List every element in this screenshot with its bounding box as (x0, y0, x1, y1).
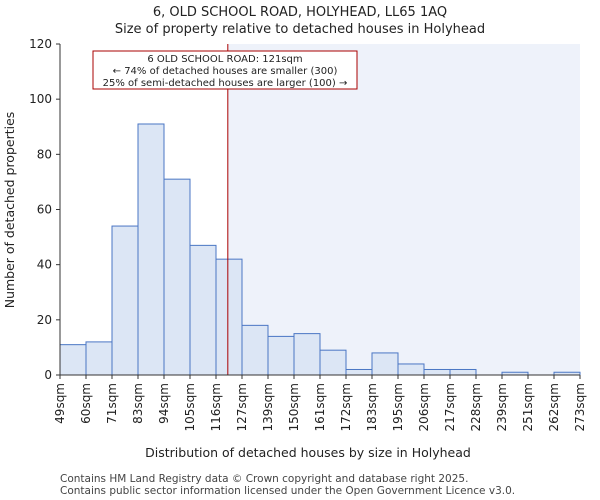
bar-217sqm (449, 368, 477, 376)
annotation-line-2: ← 74% of detached houses are smaller (30… (113, 66, 338, 77)
x-tick-label: 217sqm (443, 383, 457, 431)
bar-150sqm (293, 333, 321, 376)
bar-49sqm (59, 344, 87, 376)
annotation-line-3: 25% of semi-detached houses are larger (… (103, 78, 348, 89)
y-ticks-group: 0 20 40 60 80 100 120 (29, 37, 60, 382)
bar-206sqm (423, 368, 451, 376)
bar-105sqm (189, 244, 217, 376)
x-tick-label: 127sqm (235, 383, 249, 431)
footer-line-2: Contains public sector information licen… (60, 485, 515, 497)
x-tick-label: 161sqm (313, 383, 327, 431)
larger-region-shade (227, 44, 580, 375)
x-tick-label: 71sqm (105, 383, 119, 424)
chart-title: 6, OLD SCHOOL ROAD, HOLYHEAD, LL65 1AQ (153, 5, 447, 20)
y-tick-label: 40 (37, 258, 52, 272)
bar-195sqm (397, 363, 425, 376)
y-tick-label: 80 (37, 147, 52, 161)
x-tick-label: 94sqm (157, 383, 171, 424)
x-tick-label: 172sqm (339, 383, 353, 431)
x-tick-label: 116sqm (209, 383, 223, 431)
x-tick-label: 239sqm (495, 383, 509, 431)
x-tick-label: 139sqm (261, 383, 275, 431)
y-tick-label: 0 (44, 368, 52, 382)
x-ticks-group: 49sqm 60sqm 71sqm 83sqm 94sqm 105sqm 116sqm 127… (53, 375, 587, 431)
y-tick-label: 100 (29, 92, 52, 106)
chart-subtitle: Size of property relative to detached ho… (115, 22, 485, 37)
bar-172sqm (345, 368, 373, 376)
bar-71sqm (111, 225, 139, 376)
annotation-line-1: 6 OLD SCHOOL ROAD: 121sqm (147, 54, 302, 65)
bar-94sqm (163, 178, 191, 376)
bar-183sqm (371, 352, 399, 376)
x-tick-label: 273sqm (573, 383, 587, 431)
bars-group (59, 123, 581, 376)
x-tick-label: 206sqm (417, 383, 431, 431)
y-tick-label: 20 (37, 313, 52, 327)
annotation-box (92, 50, 358, 90)
x-tick-label: 262sqm (547, 383, 561, 431)
bar-83sqm (137, 123, 165, 376)
x-tick-label: 150sqm (287, 383, 301, 431)
x-tick-label: 49sqm (53, 383, 67, 424)
x-axis-title: Distribution of detached houses by size … (145, 445, 471, 460)
bar-127sqm (241, 324, 269, 376)
x-tick-label: 105sqm (183, 383, 197, 431)
x-tick-label: 228sqm (469, 383, 483, 431)
x-tick-label: 195sqm (391, 383, 405, 431)
y-tick-label: 120 (29, 37, 52, 51)
bar-60sqm (85, 341, 113, 376)
y-tick-label: 60 (37, 203, 52, 217)
x-tick-label: 60sqm (79, 383, 93, 424)
x-tick-label: 183sqm (365, 383, 379, 431)
footer-line-1: Contains HM Land Registry data © Crown c… (60, 473, 468, 485)
bar-161sqm (319, 349, 347, 376)
bar-116sqm (215, 258, 243, 376)
y-axis-title: Number of detached properties (2, 112, 17, 309)
x-tick-label: 83sqm (131, 383, 145, 424)
x-tick-label: 251sqm (521, 383, 535, 431)
bar-139sqm (267, 335, 295, 376)
